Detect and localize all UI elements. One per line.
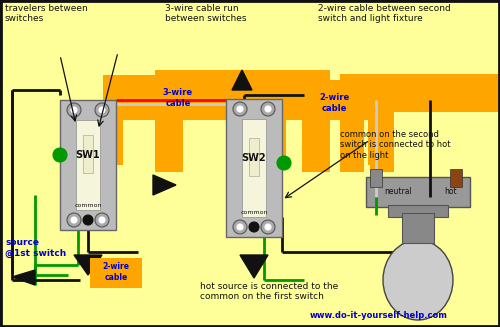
Bar	[83, 135, 93, 173]
Bar	[370, 92, 394, 172]
Circle shape	[233, 102, 247, 116]
Bar	[268, 80, 376, 120]
Bar	[388, 205, 448, 217]
Bar	[450, 169, 462, 187]
Circle shape	[265, 224, 271, 230]
Text: 2-wire
cable: 2-wire cable	[319, 93, 349, 113]
Bar	[368, 100, 386, 165]
Bar	[302, 107, 330, 172]
Circle shape	[237, 106, 243, 112]
Bar	[226, 99, 282, 237]
Circle shape	[249, 222, 259, 232]
Circle shape	[53, 148, 67, 162]
Bar	[268, 115, 286, 165]
Circle shape	[83, 215, 93, 225]
Bar	[90, 258, 142, 288]
Circle shape	[95, 213, 109, 227]
Bar	[366, 177, 470, 207]
Bar	[370, 169, 382, 187]
Bar	[340, 74, 500, 112]
Circle shape	[67, 103, 81, 117]
Circle shape	[237, 224, 243, 230]
Text: common on the second
switch is connected to hot
on the light: common on the second switch is connected…	[340, 130, 450, 160]
Bar	[402, 213, 434, 243]
Circle shape	[277, 156, 291, 170]
Bar	[340, 107, 364, 172]
Circle shape	[71, 217, 77, 223]
Ellipse shape	[383, 240, 453, 320]
Polygon shape	[153, 175, 176, 195]
Text: 2-wire cable between second
switch and light fixture: 2-wire cable between second switch and l…	[318, 4, 451, 24]
Polygon shape	[240, 255, 268, 278]
Bar	[155, 70, 330, 112]
Polygon shape	[12, 270, 35, 285]
Text: SW1: SW1	[76, 150, 100, 160]
Circle shape	[67, 213, 81, 227]
Circle shape	[95, 103, 109, 117]
Polygon shape	[74, 255, 102, 275]
Circle shape	[261, 220, 275, 234]
Text: www.do-it-yourself-help.com: www.do-it-yourself-help.com	[310, 311, 448, 320]
Bar	[242, 119, 266, 217]
Text: source
@1st switch: source @1st switch	[5, 238, 66, 258]
Text: common: common	[74, 203, 102, 208]
Bar	[76, 120, 100, 210]
Text: neutral: neutral	[384, 187, 412, 197]
Text: travelers between
switches: travelers between switches	[5, 4, 88, 24]
Circle shape	[233, 220, 247, 234]
Bar	[103, 75, 234, 120]
Bar	[229, 115, 249, 165]
Text: 2-wire
cable: 2-wire cable	[102, 262, 130, 282]
Bar	[155, 107, 183, 172]
Circle shape	[99, 107, 105, 113]
Circle shape	[265, 106, 271, 112]
Polygon shape	[232, 70, 252, 90]
Circle shape	[71, 107, 77, 113]
Text: SW2: SW2	[242, 153, 266, 163]
Text: 3-wire
cable: 3-wire cable	[163, 88, 193, 108]
Text: common: common	[240, 210, 268, 215]
Text: hot source is connected to the
common on the first switch: hot source is connected to the common on…	[200, 282, 338, 301]
Text: hot: hot	[444, 187, 458, 197]
Bar	[60, 100, 116, 230]
Circle shape	[99, 217, 105, 223]
Circle shape	[261, 102, 275, 116]
Bar	[249, 138, 259, 176]
Text: 3-wire cable run
between switches: 3-wire cable run between switches	[165, 4, 246, 24]
Bar	[103, 115, 123, 165]
